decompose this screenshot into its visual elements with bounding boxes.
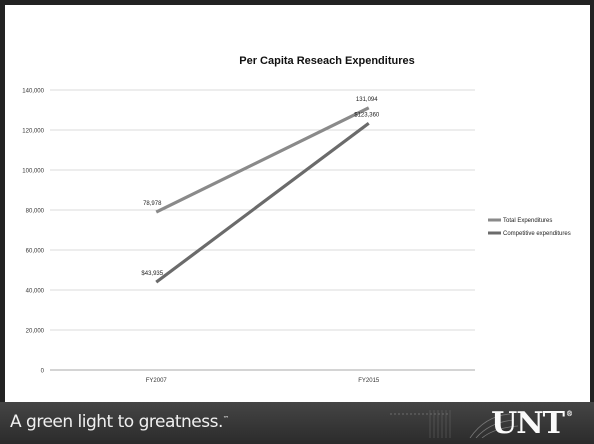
logo-text: UNT [491, 406, 565, 441]
chart-area: Per Capita Reseach Expenditures 0 20,000 40… [5, 5, 590, 402]
data-label: $123,360 [354, 112, 380, 118]
legend-entry: Total Expenditures [503, 218, 552, 224]
data-label: 78,978 [143, 201, 162, 207]
y-tick-label: 100,000 [22, 169, 44, 175]
y-tick-label: 140,000 [22, 89, 44, 95]
tagline-text: A green light to greatness. [10, 412, 223, 432]
unt-logo: UNT ® [491, 406, 573, 441]
x-tick-label: FY2007 [146, 378, 168, 384]
footer-banner: A green light to greatness.™ UNT ® [0, 402, 594, 444]
x-tick-label: FY2015 [358, 378, 380, 384]
series-line-2 [155, 121, 370, 284]
y-tick-label: 120,000 [22, 129, 44, 135]
footer-decoration-icon [390, 410, 519, 438]
series-line-1 [155, 106, 370, 214]
tagline-trademark: ™ [222, 415, 229, 423]
y-tick-label: 80,000 [26, 209, 45, 215]
data-label: 131,094 [356, 97, 378, 103]
y-tick-label: 60,000 [26, 249, 45, 255]
chart-title: Per Capita Reseach Expenditures [239, 55, 414, 67]
line-chart: Per Capita Reseach Expenditures 0 20,000 40… [22, 55, 571, 384]
legend-entry: Competitive expenditures [503, 231, 571, 237]
y-tick-label: 40,000 [26, 289, 45, 295]
y-tick-label: 0 [41, 369, 45, 375]
tagline: A green light to greatness.™ [10, 412, 229, 432]
y-tick-label: 20,000 [26, 329, 45, 335]
logo-registered-mark: ® [566, 409, 573, 418]
data-label: $43,935 [141, 271, 163, 277]
